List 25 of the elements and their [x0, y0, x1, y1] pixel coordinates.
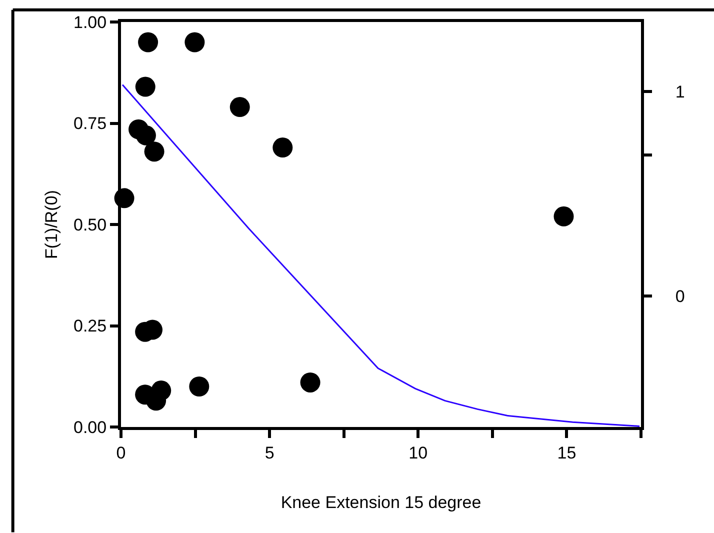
point [300, 372, 320, 392]
x-tick-label: 10 [408, 443, 428, 462]
x-tick-label: 5 [264, 443, 274, 462]
line-series [122, 84, 640, 427]
x-axis-title: Knee Extension 15 degree [280, 492, 482, 512]
x-tick-label: 0 [116, 443, 126, 462]
point [184, 32, 205, 52]
point [189, 376, 210, 396]
x-tick-label: 15 [557, 443, 576, 462]
y-axis-title: F(1)/R(0) [42, 190, 62, 259]
y-tick-label: 0.75 [74, 114, 107, 134]
y-tick-label: 0.25 [74, 316, 107, 336]
point [230, 97, 250, 118]
point [138, 32, 158, 52]
point [135, 76, 156, 97]
point [272, 138, 293, 158]
point [136, 125, 156, 146]
y-tick-label: 1.00 [74, 12, 107, 32]
point [554, 206, 574, 226]
point [144, 142, 164, 162]
y-tick-label: 0.50 [74, 215, 107, 234]
y-tick-label: 0.00 [74, 418, 107, 437]
y2-tick-label: 0 [675, 287, 685, 306]
y2-tick-label: 1 [675, 82, 685, 102]
point [151, 380, 172, 401]
